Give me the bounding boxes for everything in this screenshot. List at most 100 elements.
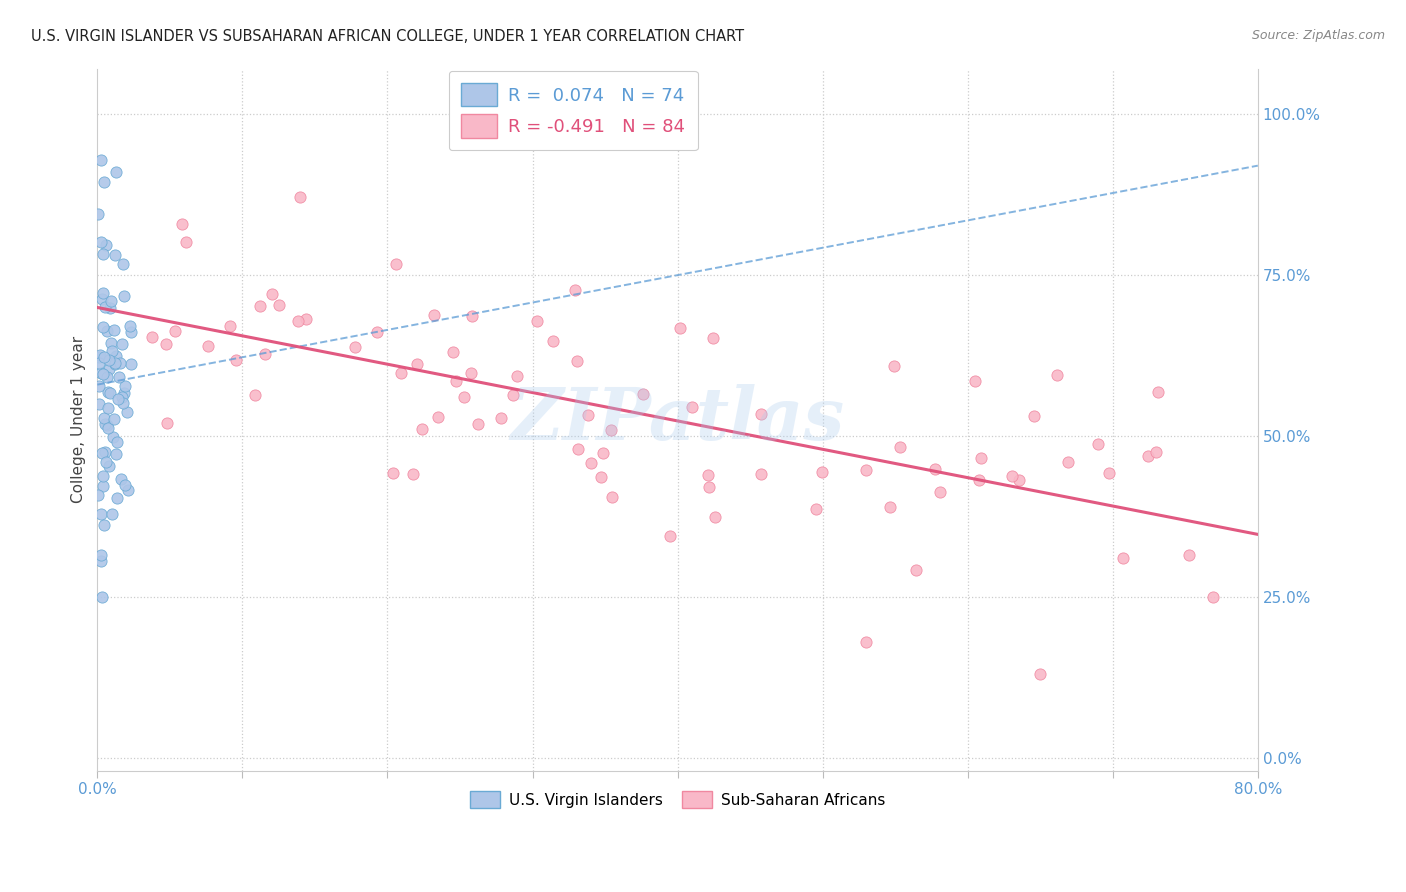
Point xyxy=(117,405,139,419)
Point xyxy=(90,153,112,167)
Point xyxy=(600,490,623,504)
Point xyxy=(969,451,991,466)
Point xyxy=(87,206,110,220)
Point xyxy=(402,467,425,482)
Point xyxy=(599,424,621,438)
Point xyxy=(104,247,127,261)
Point xyxy=(101,508,124,522)
Point xyxy=(104,356,127,370)
Point xyxy=(103,411,125,425)
Point xyxy=(589,469,612,483)
Point xyxy=(90,235,112,250)
Point xyxy=(90,507,112,521)
Point xyxy=(702,331,724,345)
Point xyxy=(87,350,110,364)
Point xyxy=(93,518,115,533)
Point xyxy=(1008,473,1031,487)
Point xyxy=(111,390,134,404)
Point xyxy=(93,410,115,425)
Point xyxy=(112,257,135,271)
Point xyxy=(97,401,120,416)
Point xyxy=(631,387,654,401)
Point xyxy=(96,324,118,338)
Point xyxy=(290,190,312,204)
Point xyxy=(811,466,834,480)
Point xyxy=(94,301,117,315)
Point xyxy=(385,257,408,271)
Point xyxy=(441,344,464,359)
Point xyxy=(225,353,247,368)
Point xyxy=(1024,409,1046,424)
Point xyxy=(1144,445,1167,459)
Point xyxy=(287,314,309,328)
Point xyxy=(121,357,143,371)
Point xyxy=(1057,455,1080,469)
Point xyxy=(141,329,163,343)
Point xyxy=(243,388,266,402)
Point xyxy=(427,410,450,425)
Point xyxy=(889,440,911,454)
Point xyxy=(659,528,682,542)
Point xyxy=(1029,667,1052,681)
Point xyxy=(89,348,111,362)
Point xyxy=(101,430,124,444)
Point xyxy=(91,469,114,483)
Point xyxy=(1087,437,1109,451)
Text: Source: ZipAtlas.com: Source: ZipAtlas.com xyxy=(1251,29,1385,42)
Point xyxy=(100,344,122,359)
Point xyxy=(112,289,135,303)
Point xyxy=(98,386,121,401)
Point xyxy=(879,500,901,515)
Point xyxy=(1147,385,1170,400)
Point xyxy=(467,417,489,431)
Point xyxy=(505,369,527,384)
Point xyxy=(93,350,115,364)
Point xyxy=(1136,450,1159,464)
Point xyxy=(107,369,129,384)
Point xyxy=(117,483,139,498)
Point xyxy=(90,590,112,604)
Point xyxy=(1001,468,1024,483)
Point xyxy=(502,388,524,402)
Point xyxy=(929,485,952,500)
Point xyxy=(98,458,121,473)
Point xyxy=(461,309,484,323)
Point xyxy=(883,359,905,373)
Point xyxy=(366,325,388,339)
Point xyxy=(91,446,114,460)
Legend: U.S. Virgin Islanders, Sub-Saharan Africans: U.S. Virgin Islanders, Sub-Saharan Afric… xyxy=(463,784,893,815)
Point xyxy=(100,336,122,351)
Point xyxy=(97,384,120,399)
Point xyxy=(564,283,586,297)
Point xyxy=(567,354,589,368)
Point xyxy=(155,336,177,351)
Point xyxy=(1046,368,1069,382)
Point xyxy=(411,422,433,436)
Point xyxy=(100,294,122,309)
Point xyxy=(118,319,141,334)
Point xyxy=(107,392,129,407)
Point xyxy=(97,361,120,376)
Point xyxy=(112,386,135,401)
Point xyxy=(89,379,111,393)
Point xyxy=(105,164,128,178)
Point xyxy=(90,292,112,306)
Point xyxy=(89,397,111,411)
Point xyxy=(381,467,404,481)
Point xyxy=(197,339,219,353)
Point xyxy=(543,334,565,349)
Point xyxy=(110,356,132,370)
Text: U.S. VIRGIN ISLANDER VS SUBSAHARAN AFRICAN COLLEGE, UNDER 1 YEAR CORRELATION CHA: U.S. VIRGIN ISLANDER VS SUBSAHARAN AFRIC… xyxy=(31,29,744,44)
Point xyxy=(1178,548,1201,562)
Point xyxy=(444,374,467,388)
Point xyxy=(389,366,412,380)
Point xyxy=(111,395,134,409)
Point xyxy=(97,421,120,435)
Point xyxy=(93,175,115,189)
Point xyxy=(254,346,277,360)
Point xyxy=(699,480,721,494)
Point xyxy=(567,442,589,457)
Point xyxy=(120,326,142,340)
Point xyxy=(90,548,112,562)
Point xyxy=(697,467,720,482)
